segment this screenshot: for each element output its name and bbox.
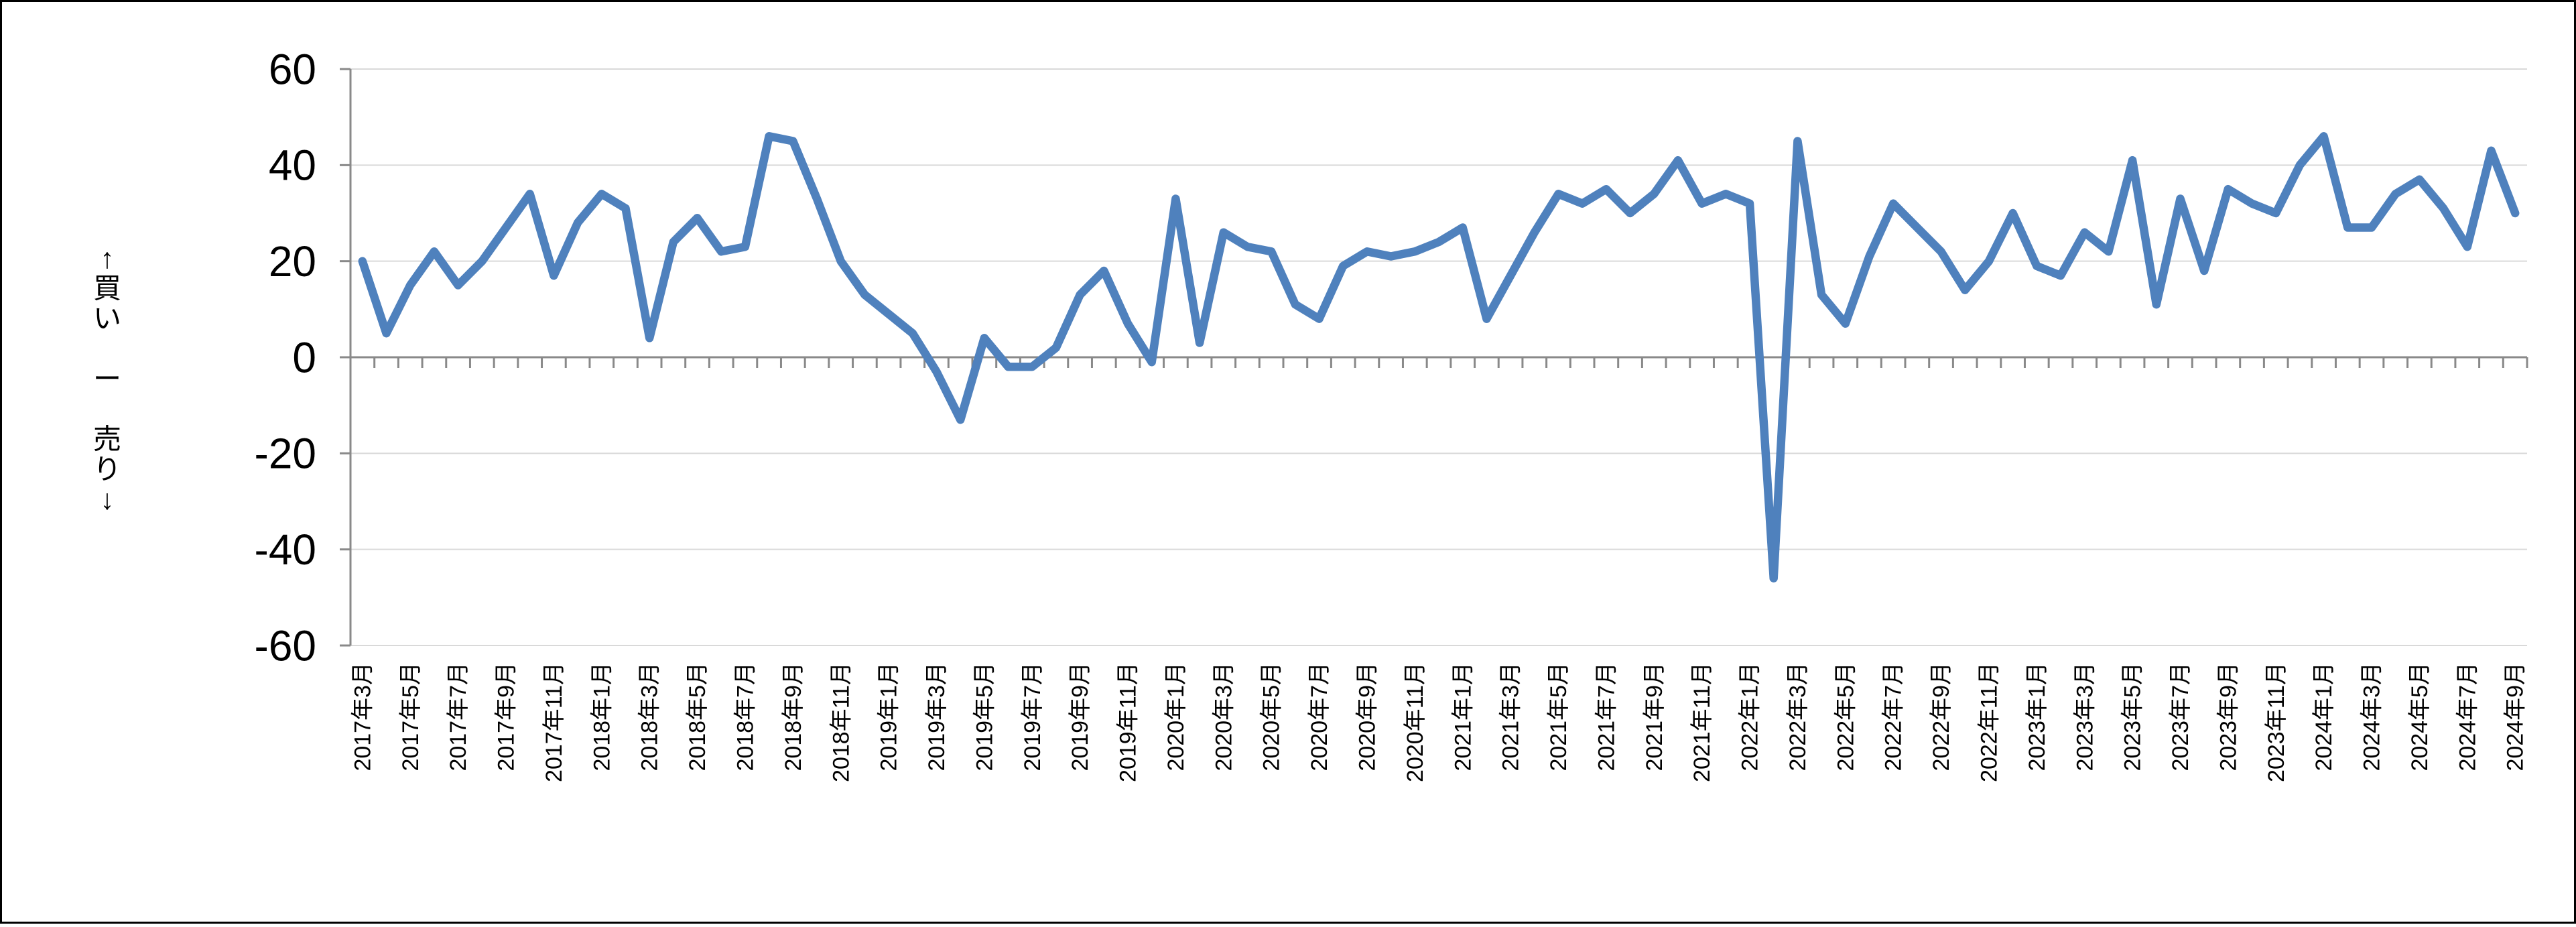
x-tick-label: 2017年7月 — [446, 662, 471, 771]
x-tick-label: 2020年7月 — [1307, 662, 1332, 771]
x-tick-label: 2017年3月 — [350, 662, 375, 771]
x-tick-label: 2017年5月 — [398, 662, 424, 771]
x-tick-label: 2021年3月 — [1498, 662, 1524, 771]
x-tick-label: 2024年3月 — [2360, 662, 2385, 771]
x-tick-label: 2019年3月 — [924, 662, 950, 771]
y-tick-label: 20 — [269, 237, 316, 286]
x-tick-label: 2024年9月 — [2503, 662, 2528, 771]
x-tick-label: 2023年11月 — [2264, 662, 2289, 782]
x-tick-label: 2017年9月 — [494, 662, 519, 771]
x-tick-label: 2020年9月 — [1354, 662, 1380, 771]
x-tick-label: 2022年11月 — [1976, 662, 2002, 782]
x-tick-label: 2019年5月 — [972, 662, 997, 771]
x-tick-label: 2023年5月 — [2120, 662, 2146, 771]
y-tick-label: -60 — [255, 621, 317, 670]
y-axis-title-char: り — [93, 454, 121, 485]
y-axis-title-char: い — [93, 303, 121, 334]
x-tick-label: 2021年1月 — [1450, 662, 1476, 771]
y-axis-title-char: 買 — [93, 273, 121, 304]
x-tick-label: 2019年1月 — [877, 662, 902, 771]
y-axis-title-char: ー — [93, 363, 121, 395]
x-tick-label: 2019年11月 — [1116, 662, 1141, 782]
x-tick-label: 2023年3月 — [2072, 662, 2098, 771]
x-tick-label: 2018年7月 — [732, 662, 758, 771]
x-tick-label: 2018年1月 — [589, 662, 615, 771]
x-tick-label: 2022年9月 — [1929, 662, 1954, 771]
x-tick-label: 2020年5月 — [1259, 662, 1285, 771]
y-tick-label: 40 — [269, 141, 316, 190]
y-tick-label: -20 — [255, 430, 317, 478]
x-tick-label: 2021年7月 — [1594, 662, 1619, 771]
x-tick-label: 2021年5月 — [1546, 662, 1571, 771]
x-tick-label: 2024年1月 — [2311, 662, 2337, 771]
x-tick-label: 2023年7月 — [2168, 662, 2193, 771]
x-tick-label: 2020年1月 — [1163, 662, 1189, 771]
x-tick-label: 2019年9月 — [1068, 662, 1093, 771]
x-tick-label: 2022年5月 — [1833, 662, 1858, 771]
y-tick-label: 60 — [269, 45, 316, 93]
x-tick-label: 2018年11月 — [828, 662, 854, 782]
x-tick-label: 2017年11月 — [541, 662, 567, 782]
x-tick-label: 2018年9月 — [781, 662, 806, 771]
y-tick-label: 0 — [292, 333, 316, 381]
x-tick-label: 2019年7月 — [1020, 662, 1045, 771]
x-tick-label: 2020年11月 — [1403, 662, 1428, 782]
y-tick-label: -40 — [255, 526, 317, 574]
x-tick-label: 2021年11月 — [1689, 662, 1715, 782]
x-tick-label: 2018年5月 — [685, 662, 710, 771]
x-tick-label: 2018年3月 — [637, 662, 663, 771]
x-tick-label: 2022年1月 — [1738, 662, 1763, 771]
y-axis-title-char: ↓ — [101, 484, 115, 515]
y-axis-title-char: 売 — [93, 424, 121, 455]
x-tick-label: 2020年3月 — [1211, 662, 1236, 771]
data-series-line — [358, 132, 2520, 582]
x-tick-label: 2023年1月 — [2024, 662, 2050, 771]
x-tick-label: 2023年9月 — [2215, 662, 2241, 771]
x-tick-label: 2022年3月 — [1785, 662, 1811, 771]
x-tick-label: 2024年7月 — [2455, 662, 2480, 771]
x-tick-label: 2024年5月 — [2407, 662, 2433, 771]
x-tick-label: 2021年9月 — [1642, 662, 1667, 771]
y-axis-title-char: ↑ — [101, 243, 115, 274]
x-tick-label: 2022年7月 — [1881, 662, 1907, 771]
